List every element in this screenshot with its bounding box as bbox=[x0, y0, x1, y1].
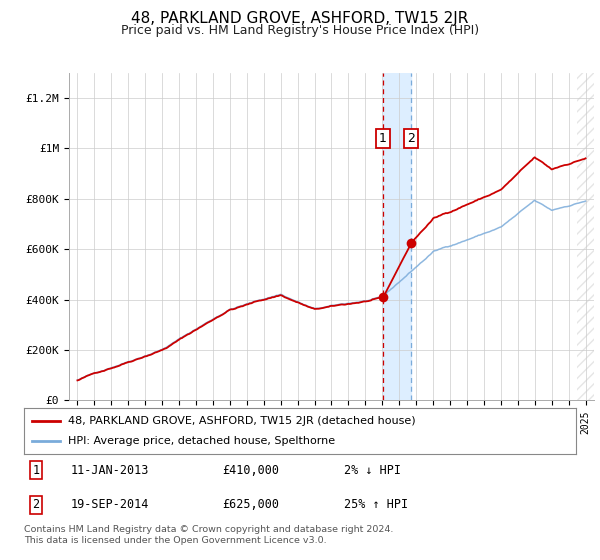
Text: 1: 1 bbox=[379, 132, 387, 145]
Bar bbox=[383, 73, 412, 400]
Text: 48, PARKLAND GROVE, ASHFORD, TW15 2JR: 48, PARKLAND GROVE, ASHFORD, TW15 2JR bbox=[131, 11, 469, 26]
Text: 2: 2 bbox=[32, 498, 40, 511]
Text: 2% ↓ HPI: 2% ↓ HPI bbox=[344, 464, 401, 477]
Text: £625,000: £625,000 bbox=[223, 498, 280, 511]
Text: 1: 1 bbox=[32, 464, 40, 477]
Text: Contains HM Land Registry data © Crown copyright and database right 2024.
This d: Contains HM Land Registry data © Crown c… bbox=[24, 525, 394, 545]
Text: £410,000: £410,000 bbox=[223, 464, 280, 477]
Bar bbox=[577, 73, 594, 400]
Text: 11-JAN-2013: 11-JAN-2013 bbox=[71, 464, 149, 477]
Text: 19-SEP-2014: 19-SEP-2014 bbox=[71, 498, 149, 511]
Text: 2: 2 bbox=[407, 132, 415, 145]
Text: HPI: Average price, detached house, Spelthorne: HPI: Average price, detached house, Spel… bbox=[68, 436, 335, 446]
Text: 25% ↑ HPI: 25% ↑ HPI bbox=[344, 498, 408, 511]
Bar bbox=[577, 73, 594, 400]
Text: Price paid vs. HM Land Registry's House Price Index (HPI): Price paid vs. HM Land Registry's House … bbox=[121, 24, 479, 36]
Text: 48, PARKLAND GROVE, ASHFORD, TW15 2JR (detached house): 48, PARKLAND GROVE, ASHFORD, TW15 2JR (d… bbox=[68, 416, 416, 426]
